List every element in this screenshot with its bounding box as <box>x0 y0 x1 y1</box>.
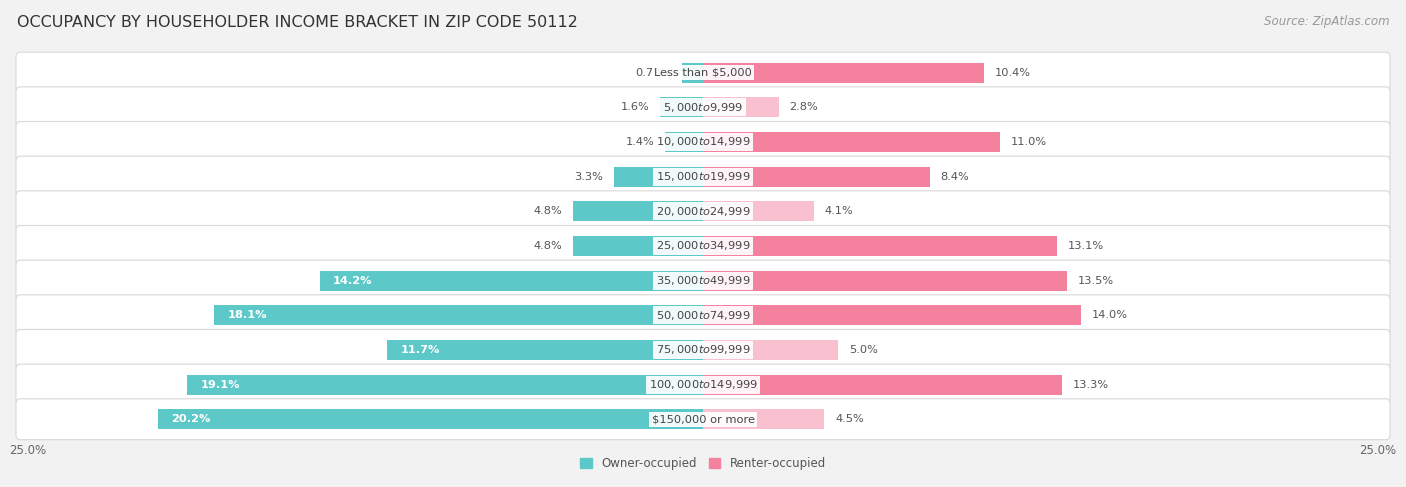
Text: 14.0%: 14.0% <box>1091 310 1128 320</box>
Text: 0.79%: 0.79% <box>634 68 671 77</box>
Bar <box>703 409 824 429</box>
Bar <box>387 340 703 360</box>
Bar <box>703 305 1081 325</box>
Text: $150,000 or more: $150,000 or more <box>651 414 755 424</box>
Text: 19.1%: 19.1% <box>201 379 240 390</box>
Text: $20,000 to $24,999: $20,000 to $24,999 <box>655 205 751 218</box>
FancyBboxPatch shape <box>15 191 1391 232</box>
Bar <box>659 97 703 117</box>
Bar <box>703 132 1000 152</box>
Bar <box>614 167 703 187</box>
Text: 4.8%: 4.8% <box>534 241 562 251</box>
Bar <box>703 236 1057 256</box>
FancyBboxPatch shape <box>15 364 1391 405</box>
FancyBboxPatch shape <box>15 52 1391 93</box>
Text: $10,000 to $14,999: $10,000 to $14,999 <box>655 135 751 149</box>
Bar <box>703 201 814 221</box>
Text: $100,000 to $149,999: $100,000 to $149,999 <box>648 378 758 391</box>
Text: 5.0%: 5.0% <box>849 345 877 355</box>
Bar <box>665 132 703 152</box>
Bar <box>574 201 703 221</box>
FancyBboxPatch shape <box>15 87 1391 128</box>
Bar <box>157 409 703 429</box>
Text: $15,000 to $19,999: $15,000 to $19,999 <box>655 170 751 183</box>
Bar <box>214 305 703 325</box>
Bar <box>574 236 703 256</box>
Text: Source: ZipAtlas.com: Source: ZipAtlas.com <box>1264 15 1389 28</box>
Text: $25,000 to $34,999: $25,000 to $34,999 <box>655 240 751 252</box>
Text: $50,000 to $74,999: $50,000 to $74,999 <box>655 309 751 322</box>
Text: 2.8%: 2.8% <box>789 102 818 112</box>
Bar <box>682 63 703 83</box>
Text: $75,000 to $99,999: $75,000 to $99,999 <box>655 343 751 356</box>
Bar <box>703 375 1062 394</box>
Text: 4.8%: 4.8% <box>534 206 562 216</box>
Text: 10.4%: 10.4% <box>994 68 1031 77</box>
Text: $35,000 to $49,999: $35,000 to $49,999 <box>655 274 751 287</box>
Bar <box>703 340 838 360</box>
Text: $5,000 to $9,999: $5,000 to $9,999 <box>664 101 742 114</box>
Legend: Owner-occupied, Renter-occupied: Owner-occupied, Renter-occupied <box>575 452 831 475</box>
Bar <box>187 375 703 394</box>
Text: 20.2%: 20.2% <box>172 414 211 424</box>
FancyBboxPatch shape <box>15 260 1391 301</box>
Bar <box>703 63 984 83</box>
Text: 18.1%: 18.1% <box>228 310 267 320</box>
Text: 1.4%: 1.4% <box>626 137 654 147</box>
FancyBboxPatch shape <box>15 156 1391 197</box>
Text: Less than $5,000: Less than $5,000 <box>654 68 752 77</box>
Text: 3.3%: 3.3% <box>574 171 603 182</box>
Text: 11.7%: 11.7% <box>401 345 440 355</box>
Text: OCCUPANCY BY HOUSEHOLDER INCOME BRACKET IN ZIP CODE 50112: OCCUPANCY BY HOUSEHOLDER INCOME BRACKET … <box>17 15 578 30</box>
Text: 8.4%: 8.4% <box>941 171 969 182</box>
Text: 1.6%: 1.6% <box>620 102 650 112</box>
Text: 11.0%: 11.0% <box>1011 137 1047 147</box>
Bar <box>703 167 929 187</box>
Bar <box>703 97 779 117</box>
Bar <box>703 271 1067 291</box>
FancyBboxPatch shape <box>15 121 1391 162</box>
Text: 4.1%: 4.1% <box>824 206 853 216</box>
Text: 13.3%: 13.3% <box>1073 379 1109 390</box>
Text: 4.5%: 4.5% <box>835 414 865 424</box>
FancyBboxPatch shape <box>15 295 1391 336</box>
FancyBboxPatch shape <box>15 399 1391 440</box>
FancyBboxPatch shape <box>15 330 1391 371</box>
Text: 14.2%: 14.2% <box>333 276 373 285</box>
FancyBboxPatch shape <box>15 225 1391 266</box>
Bar <box>319 271 703 291</box>
Text: 13.1%: 13.1% <box>1067 241 1104 251</box>
Text: 13.5%: 13.5% <box>1078 276 1115 285</box>
